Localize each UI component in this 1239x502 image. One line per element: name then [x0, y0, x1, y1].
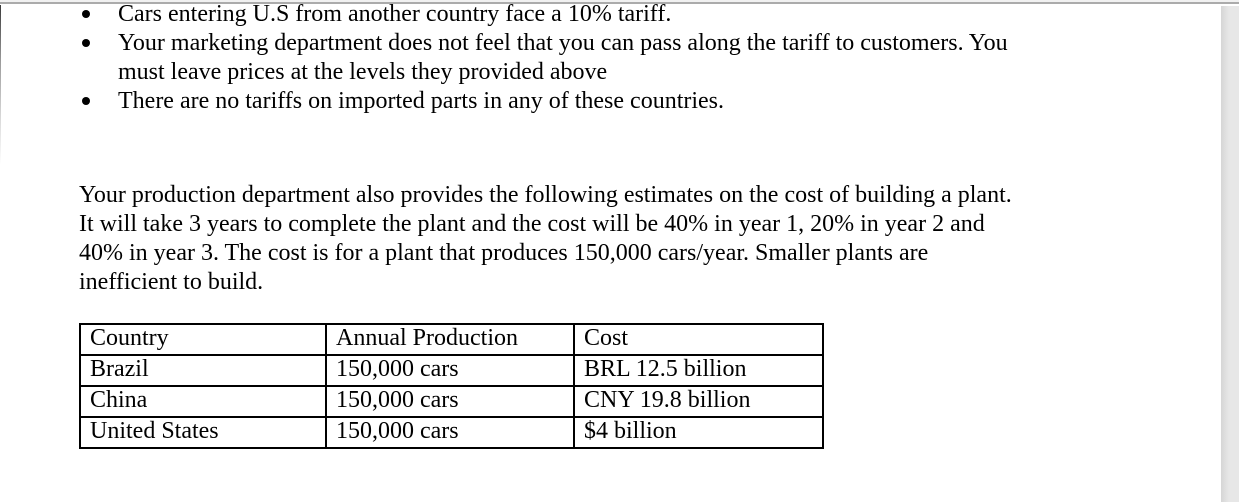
bullet-text: There are no tariffs on imported parts i…	[118, 88, 725, 114]
left-edge-line	[0, 5, 1, 165]
bullet-item-marketing: Your marketing department does not feel …	[0, 29, 1180, 87]
column-header-annual-production: Annual Production	[325, 323, 575, 356]
paragraph-line: It will take 3 years to complete the pla…	[79, 211, 985, 237]
table-row-china: China 150,000 cars CNY 19.8 billion	[79, 385, 824, 418]
cell-country: Brazil	[79, 354, 327, 387]
table-row-brazil: Brazil 150,000 cars BRL 12.5 billion	[79, 354, 824, 387]
bullet-text: Cars entering U.S from another country f…	[118, 1, 672, 27]
top-edge-bar	[0, 0, 1239, 4]
cell-country: United States	[79, 416, 327, 449]
bullet-icon	[82, 39, 90, 47]
table-header-row: Country Annual Production Cost	[79, 323, 824, 356]
bullet-list: Cars entering U.S from another country f…	[0, 0, 1180, 116]
plant-cost-table: Country Annual Production Cost Brazil 15…	[79, 323, 824, 449]
plant-cost-paragraph: Your production department also provides…	[79, 181, 1219, 297]
cell-production: 150,000 cars	[325, 416, 575, 449]
paragraph-line: Your production department also provides…	[79, 182, 1012, 208]
cell-country: China	[79, 385, 327, 418]
scrollbar-track[interactable]	[1221, 6, 1239, 502]
bullet-item-tariff: Cars entering U.S from another country f…	[0, 0, 1180, 29]
cell-production: 150,000 cars	[325, 385, 575, 418]
bullet-icon	[82, 97, 90, 105]
paragraph-line: inefficient to build.	[79, 269, 264, 295]
cell-production: 150,000 cars	[325, 354, 575, 387]
bullet-text: must leave prices at the levels they pro…	[118, 59, 608, 85]
cell-cost: BRL 12.5 billion	[573, 354, 824, 387]
bullet-icon	[82, 10, 90, 18]
cell-cost: $4 billion	[573, 416, 824, 449]
table-row-united-states: United States 150,000 cars $4 billion	[79, 416, 824, 449]
bullet-text: Your marketing department does not feel …	[118, 30, 1008, 56]
cell-cost: CNY 19.8 billion	[573, 385, 824, 418]
column-header-cost: Cost	[573, 323, 824, 356]
paragraph-line: 40% in year 3. The cost is for a plant t…	[79, 240, 929, 266]
column-header-country: Country	[79, 323, 327, 356]
bullet-item-no-tariffs-parts: There are no tariffs on imported parts i…	[0, 87, 1180, 116]
